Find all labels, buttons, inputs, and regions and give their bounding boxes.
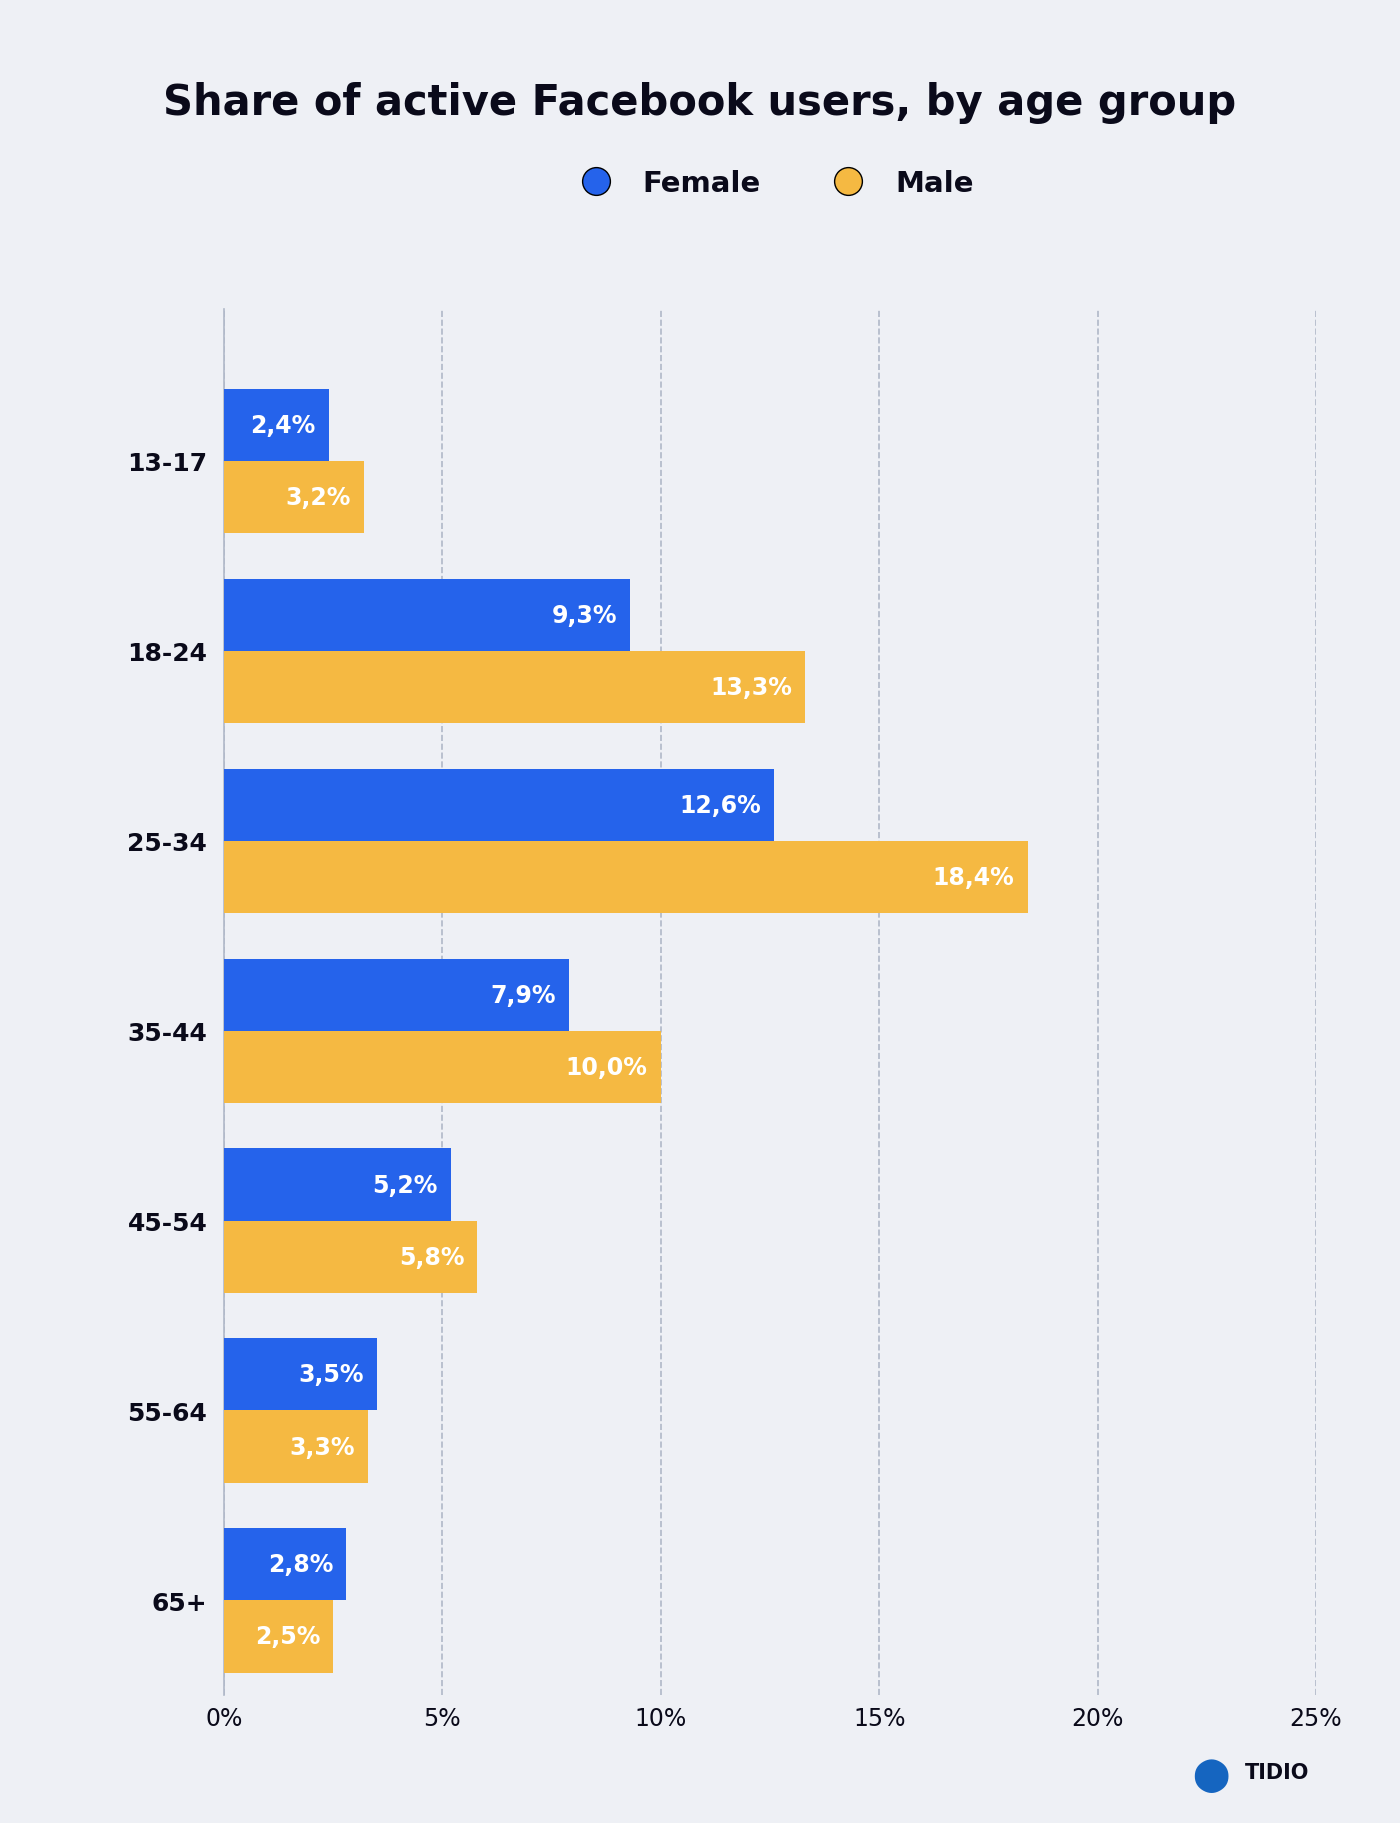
- Bar: [224, 580, 630, 651]
- Text: 10,0%: 10,0%: [566, 1056, 648, 1079]
- Text: 2,4%: 2,4%: [251, 414, 316, 438]
- Bar: [224, 1411, 368, 1482]
- Bar: [224, 461, 364, 534]
- Text: ⬤: ⬤: [1193, 1759, 1229, 1792]
- Text: 3,2%: 3,2%: [286, 485, 350, 510]
- Text: TIDIO: TIDIO: [1245, 1763, 1309, 1781]
- Text: 12,6%: 12,6%: [679, 793, 762, 817]
- Text: 18,4%: 18,4%: [932, 866, 1015, 890]
- Text: 3,5%: 3,5%: [298, 1362, 364, 1387]
- Bar: [224, 1338, 377, 1411]
- Text: 3,3%: 3,3%: [290, 1435, 356, 1458]
- Text: 5,2%: 5,2%: [372, 1172, 438, 1198]
- Text: 13,3%: 13,3%: [710, 676, 792, 700]
- Bar: [224, 1528, 346, 1601]
- Text: Share of active Facebook users, by age group: Share of active Facebook users, by age g…: [164, 82, 1236, 124]
- Text: 2,5%: 2,5%: [255, 1624, 321, 1648]
- Bar: [224, 769, 774, 842]
- Bar: [224, 959, 568, 1032]
- Bar: [224, 1148, 451, 1221]
- Bar: [224, 1032, 661, 1103]
- Text: 2,8%: 2,8%: [267, 1553, 333, 1577]
- Bar: [224, 651, 805, 724]
- Text: 5,8%: 5,8%: [399, 1245, 465, 1269]
- Bar: [224, 842, 1028, 913]
- Bar: [224, 1601, 333, 1674]
- Text: 7,9%: 7,9%: [490, 983, 556, 1006]
- Bar: [224, 1221, 477, 1293]
- Bar: [224, 390, 329, 461]
- Legend: Female, Male: Female, Male: [554, 159, 986, 210]
- Text: 9,3%: 9,3%: [552, 603, 617, 627]
